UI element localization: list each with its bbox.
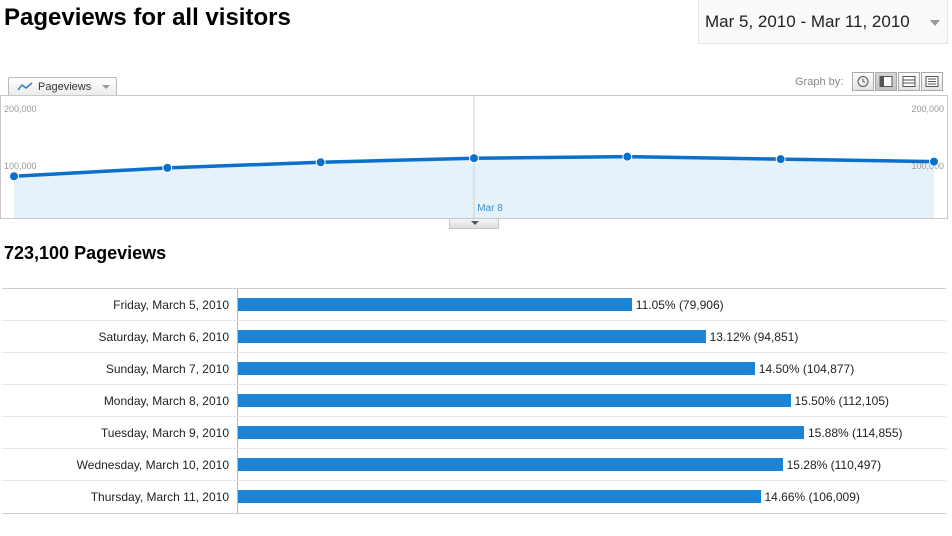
metric-selector-tab[interactable]: Pageviews — [8, 77, 117, 95]
chevron-down-icon — [102, 85, 110, 89]
bar-mark — [238, 426, 804, 439]
data-point-7 — [929, 156, 939, 167]
line-chart-icon — [17, 82, 33, 91]
graph-by-week-button[interactable] — [875, 72, 897, 91]
data-point-3 — [315, 157, 326, 168]
page-title: Pageviews for all visitors — [4, 4, 291, 31]
bar-value-label: 13.12% (94,851) — [709, 330, 799, 344]
graph-by-day-button[interactable] — [852, 72, 874, 91]
data-point-6 — [775, 154, 786, 165]
y-tick-label-right-top: 200,000 — [911, 104, 944, 114]
bar-row: Wednesday, March 10, 2010 15.28% (110,497… — [2, 449, 946, 481]
bar-mark — [238, 490, 761, 503]
bar-value-label: 15.88% (114,855) — [808, 426, 903, 440]
bar-mark — [238, 458, 783, 471]
bar-value-label: 11.05% (79,906) — [635, 298, 724, 312]
week-view-icon — [879, 76, 893, 87]
month-view-icon — [902, 76, 916, 87]
bar-category-label: Wednesday, March 10, 2010 — [76, 458, 229, 472]
bar-row: Friday, March 5, 2010 11.05% (79,906) — [2, 289, 946, 321]
y-tick-label-left-bottom: 100,000 — [4, 161, 37, 171]
bar-category-label: Tuesday, March 9, 2010 — [100, 426, 229, 440]
bar-category-label: Thursday, March 11, 2010 — [90, 490, 229, 504]
bar-row: Monday, March 8, 2010 15.50% (112,105) — [2, 385, 946, 417]
date-range-picker[interactable]: Mar 5, 2010 - Mar 11, 2010 — [698, 0, 948, 44]
bar-category-label: Monday, March 8, 2010 — [103, 394, 229, 408]
bar-mark — [238, 362, 755, 375]
bar-mark — [238, 298, 632, 311]
total-pageviews: 723,100 Pageviews — [4, 243, 167, 263]
date-range-text: Mar 5, 2010 - Mar 11, 2010 — [705, 12, 910, 31]
metric-tab-label: Pageviews — [38, 81, 92, 93]
y-tick-label-right-bottom: 100,000 — [911, 161, 944, 171]
chart-collapse-handle[interactable] — [449, 219, 499, 229]
pageviews-bar-table: Friday, March 5, 2010 11.05% (79,906) Satu… — [2, 288, 946, 514]
graph-by-list-button[interactable] — [921, 72, 943, 91]
bar-category-label: Friday, March 5, 2010 — [113, 298, 229, 312]
clock-icon — [857, 76, 869, 87]
graph-by-month-button[interactable] — [898, 72, 920, 91]
bar-category-label: Saturday, March 6, 2010 — [98, 330, 229, 344]
list-view-icon — [925, 76, 939, 87]
chevron-down-icon — [471, 221, 479, 225]
data-point-2 — [162, 162, 173, 173]
bar-row: Thursday, March 11, 2010 14.66% (106,009) — [2, 481, 946, 513]
chart-annotation-label: Mar 8 — [477, 203, 503, 214]
bar-value-label: 14.50% (104,877) — [758, 362, 855, 376]
bar-category-label: Sunday, March 7, 2010 — [105, 362, 229, 376]
bar-value-label: 14.66% (106,009) — [764, 490, 860, 504]
bar-mark — [238, 394, 791, 407]
chevron-down-icon — [930, 20, 940, 26]
bar-row: Tuesday, March 9, 2010 15.88% (114,855) — [2, 417, 946, 449]
bar-value-label: 15.50% (112,105) — [794, 394, 890, 408]
bar-mark — [238, 330, 706, 343]
y-tick-label-left-top: 200,000 — [4, 104, 37, 114]
bar-row: Sunday, March 7, 2010 14.50% (104,877) — [2, 353, 946, 385]
data-point-1 — [9, 171, 19, 182]
table-divider — [237, 289, 238, 513]
data-point-4 — [469, 153, 479, 164]
graph-by-label: Graph by: — [795, 76, 844, 88]
pageviews-line-chart: 200,000 100,000 200,000 100,000 Mar 8 — [0, 95, 948, 219]
data-point-5 — [622, 151, 633, 162]
bar-row: Saturday, March 6, 2010 13.12% (94,851) — [2, 321, 946, 353]
bar-value-label: 15.28% (110,497) — [786, 458, 882, 472]
